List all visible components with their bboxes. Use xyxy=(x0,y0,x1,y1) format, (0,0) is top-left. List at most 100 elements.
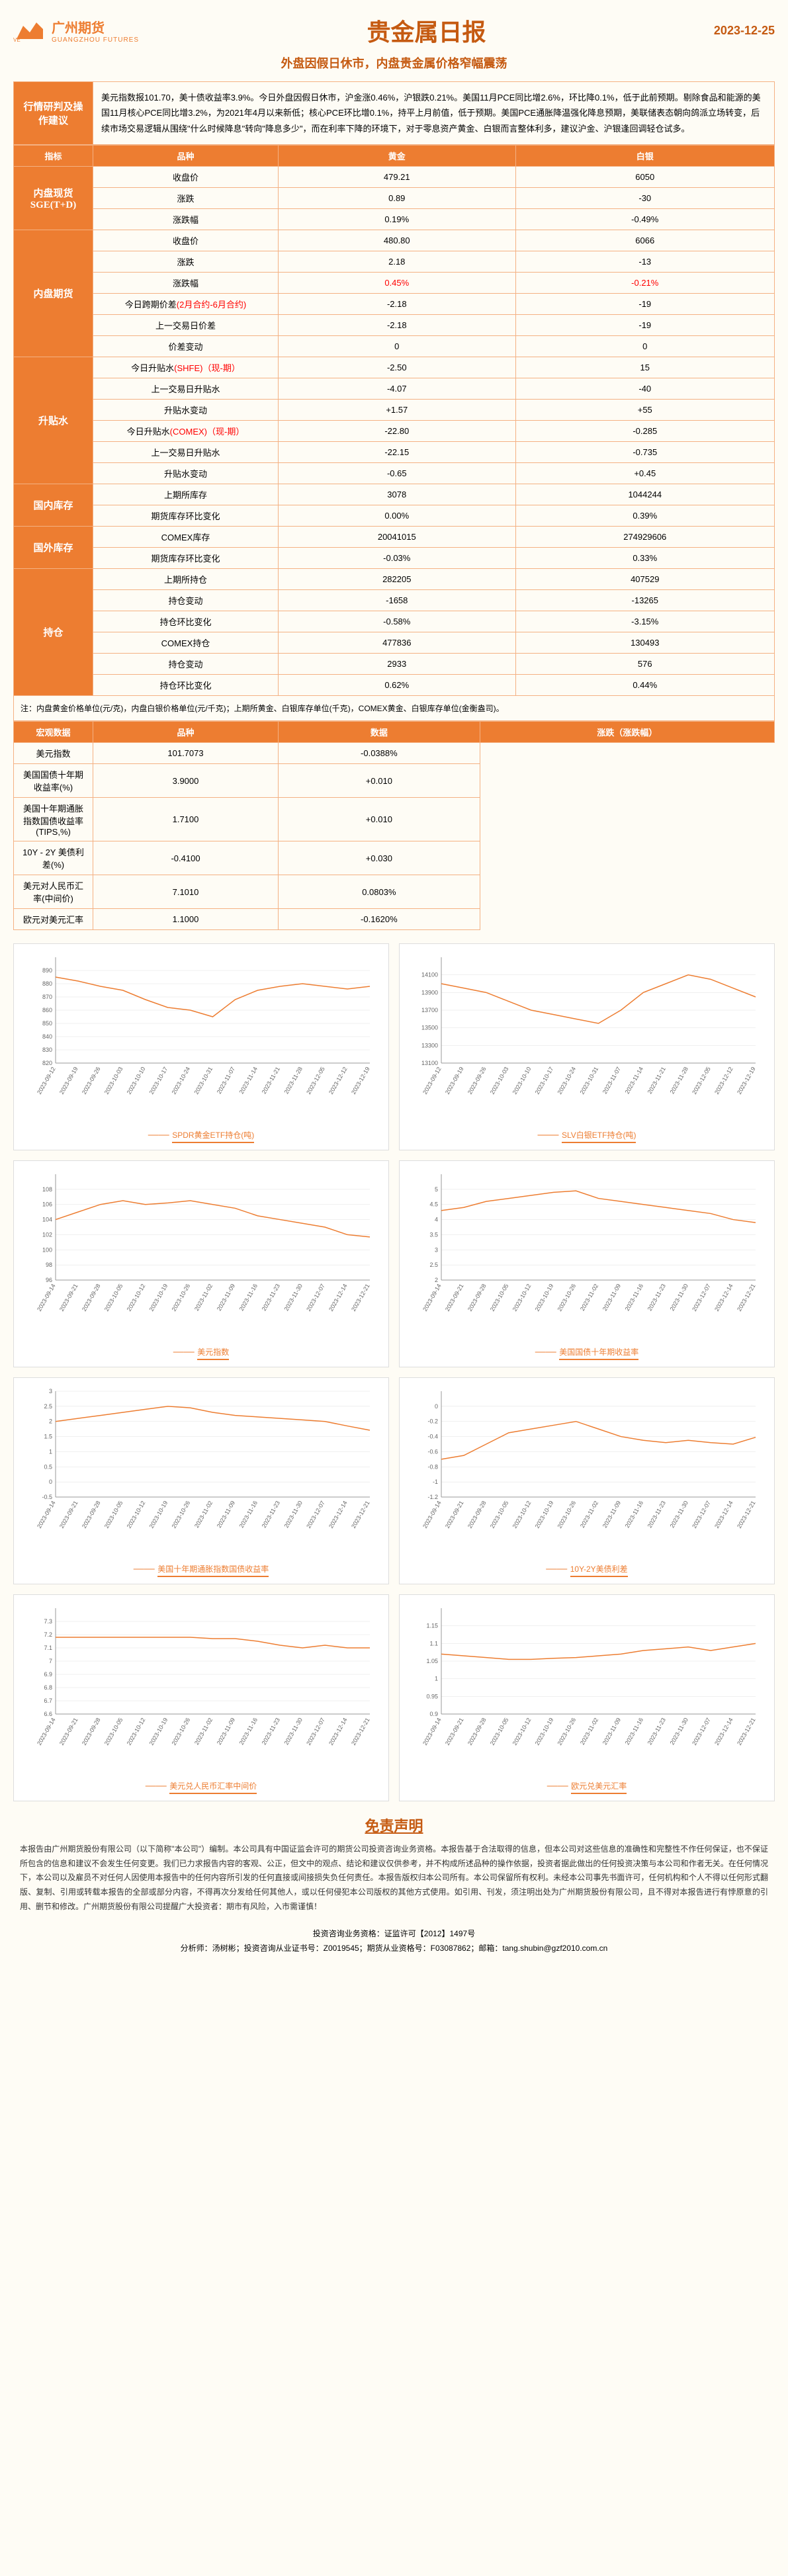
chart-box: 6.66.76.86.977.17.27.32023-09-142023-09-… xyxy=(13,1594,389,1801)
macro-change: +0.030 xyxy=(279,841,480,875)
silver-value: 0.33% xyxy=(515,548,774,569)
svg-text:13500: 13500 xyxy=(421,1025,438,1031)
svg-text:2023-10-12: 2023-10-12 xyxy=(126,1500,147,1529)
svg-text:2023-10-26: 2023-10-26 xyxy=(171,1717,192,1746)
svg-text:2023-09-14: 2023-09-14 xyxy=(36,1717,57,1746)
report-title: 贵金属日报 xyxy=(367,13,486,48)
gold-value: 0.00% xyxy=(279,505,516,527)
macro-change: +0.010 xyxy=(279,764,480,798)
chart-svg: 6.66.76.86.977.17.27.32023-09-142023-09-… xyxy=(21,1602,382,1774)
svg-text:2023-12-19: 2023-12-19 xyxy=(350,1066,371,1095)
svg-text:2023-11-23: 2023-11-23 xyxy=(261,1283,281,1312)
svg-text:2023-10-19: 2023-10-19 xyxy=(148,1283,169,1312)
svg-text:2023-12-12: 2023-12-12 xyxy=(713,1066,734,1095)
macro-col-data: 数据 xyxy=(279,722,480,743)
chart-svg: 96981001021041061082023-09-142023-09-212… xyxy=(21,1168,382,1340)
svg-text:2023-12-07: 2023-12-07 xyxy=(305,1500,326,1529)
svg-text:2023-11-23: 2023-11-23 xyxy=(261,1717,281,1746)
svg-text:2023-11-09: 2023-11-09 xyxy=(216,1283,236,1312)
svg-text:2023-11-09: 2023-11-09 xyxy=(216,1717,236,1746)
metric-name: 涨跌 xyxy=(93,188,279,209)
svg-text:2023-09-26: 2023-09-26 xyxy=(466,1066,488,1095)
metric-name: 上一交易日升贴水 xyxy=(93,442,279,463)
silver-value: 130493 xyxy=(515,632,774,654)
chart-legend: 美国十年期通胀指数国债收益率 xyxy=(157,1563,269,1577)
chart-box: 96981001021041061082023-09-142023-09-212… xyxy=(13,1160,389,1367)
svg-text:2023-12-14: 2023-12-14 xyxy=(713,1500,734,1529)
macro-table: 宏观数据 品种 数据 涨跌（涨跌幅） 美元指数101.7073-0.0388%美… xyxy=(13,721,775,930)
chart-svg: -1.2-1-0.8-0.6-0.4-0.202023-09-142023-09… xyxy=(406,1385,767,1557)
svg-text:2023-09-21: 2023-09-21 xyxy=(444,1500,465,1529)
disclaimer-title: 免责声明 xyxy=(13,1815,775,1836)
gold-value: 0 xyxy=(279,336,516,357)
svg-text:820: 820 xyxy=(42,1060,52,1066)
svg-text:VE: VE xyxy=(13,37,21,42)
logo-icon: VE xyxy=(13,19,46,42)
svg-text:2023-11-16: 2023-11-16 xyxy=(624,1717,644,1746)
svg-text:850: 850 xyxy=(42,1020,52,1027)
charts-grid: 8208308408508608708808902023-09-122023-0… xyxy=(13,943,775,1801)
metric-name: 升贴水变动 xyxy=(93,463,279,484)
silver-value: 274929606 xyxy=(515,527,774,548)
svg-text:2023-11-09: 2023-11-09 xyxy=(601,1717,622,1746)
silver-value: 0.44% xyxy=(515,675,774,696)
metric-name: 期货库存环比变化 xyxy=(93,505,279,527)
svg-text:2023-11-14: 2023-11-14 xyxy=(238,1066,259,1095)
svg-text:13300: 13300 xyxy=(421,1043,438,1049)
svg-text:96: 96 xyxy=(46,1277,52,1283)
metric-name: COMEX库存 xyxy=(93,527,279,548)
chart-legend: 美国国债十年期收益率 xyxy=(559,1346,638,1360)
svg-text:2023-10-19: 2023-10-19 xyxy=(148,1500,169,1529)
chart-legend-marker: —— xyxy=(173,1346,197,1357)
svg-text:13700: 13700 xyxy=(421,1007,438,1013)
gold-value: 0.62% xyxy=(279,675,516,696)
svg-text:2023-12-21: 2023-12-21 xyxy=(350,1500,371,1529)
svg-text:0: 0 xyxy=(435,1403,438,1410)
svg-text:-1: -1 xyxy=(433,1479,438,1485)
chart-legend-marker: —— xyxy=(538,1129,562,1140)
svg-text:2023-10-31: 2023-10-31 xyxy=(193,1066,214,1095)
svg-text:2023-12-14: 2023-12-14 xyxy=(713,1283,734,1312)
svg-text:2: 2 xyxy=(435,1277,438,1283)
svg-text:-0.4: -0.4 xyxy=(427,1434,438,1440)
svg-text:2023-12-07: 2023-12-07 xyxy=(305,1283,326,1312)
metric-name: 今日升贴水(SHFE)（现-期） xyxy=(93,357,279,378)
svg-text:890: 890 xyxy=(42,967,52,974)
svg-text:2023-09-26: 2023-09-26 xyxy=(81,1066,102,1095)
metric-name: 收盘价 xyxy=(93,167,279,188)
gold-value: 2.18 xyxy=(279,251,516,273)
metric-name: 涨跌幅 xyxy=(93,273,279,294)
svg-text:2023-10-19: 2023-10-19 xyxy=(534,1500,555,1529)
chart-svg: 8208308408508608708808902023-09-122023-0… xyxy=(21,951,382,1123)
svg-text:2023-11-28: 2023-11-28 xyxy=(669,1066,689,1095)
silver-value: -19 xyxy=(515,294,774,315)
svg-text:2023-10-12: 2023-10-12 xyxy=(511,1500,533,1529)
svg-text:13900: 13900 xyxy=(421,990,438,996)
silver-value: -0.49% xyxy=(515,209,774,230)
silver-value: +0.45 xyxy=(515,463,774,484)
chart-legend-marker: —— xyxy=(546,1563,570,1574)
svg-text:2023-10-17: 2023-10-17 xyxy=(148,1066,169,1095)
svg-text:2023-12-14: 2023-12-14 xyxy=(328,1717,349,1746)
chart-box: 1310013300135001370013900141002023-09-12… xyxy=(399,943,775,1150)
svg-text:6.6: 6.6 xyxy=(44,1711,52,1717)
gold-value: 2933 xyxy=(279,654,516,675)
col-silver: 白银 xyxy=(515,146,774,167)
svg-text:2023-09-21: 2023-09-21 xyxy=(58,1500,79,1529)
svg-text:2023-12-21: 2023-12-21 xyxy=(736,1717,757,1746)
svg-text:2023-10-05: 2023-10-05 xyxy=(103,1500,124,1529)
footer-line2a: 分析师：汤树彬；投资咨询从业证书号：Z0019545；期货从业资格号：F0308… xyxy=(181,1944,503,1953)
silver-value: 407529 xyxy=(515,569,774,590)
svg-text:860: 860 xyxy=(42,1007,52,1013)
svg-text:2023-11-07: 2023-11-07 xyxy=(216,1066,236,1095)
svg-text:7: 7 xyxy=(49,1658,52,1664)
macro-change: -0.0388% xyxy=(279,743,480,764)
svg-text:2023-11-09: 2023-11-09 xyxy=(601,1283,622,1312)
svg-text:880: 880 xyxy=(42,980,52,987)
svg-text:102: 102 xyxy=(42,1232,52,1238)
metric-name: 持仓变动 xyxy=(93,654,279,675)
svg-text:1.1: 1.1 xyxy=(429,1641,438,1647)
svg-text:2023-11-23: 2023-11-23 xyxy=(646,1717,667,1746)
svg-text:2023-11-28: 2023-11-28 xyxy=(283,1066,304,1095)
gold-value: -22.15 xyxy=(279,442,516,463)
